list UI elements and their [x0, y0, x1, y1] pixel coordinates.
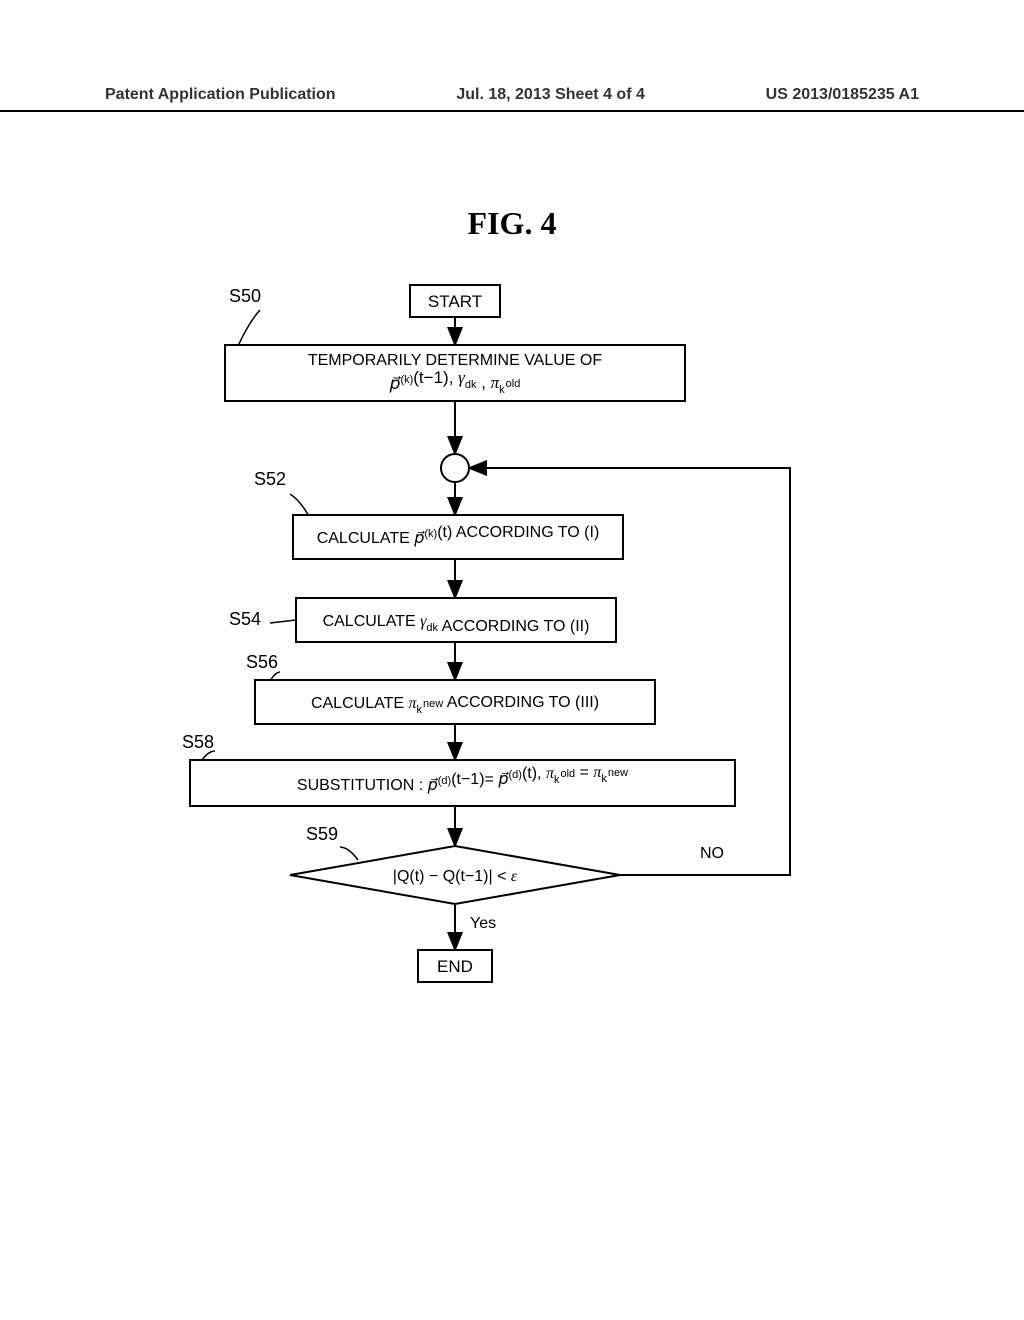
svg-text:S50: S50 — [229, 286, 261, 306]
svg-text:S58: S58 — [182, 732, 214, 752]
figure-title: FIG. 4 — [0, 205, 1024, 242]
svg-text:|Q(t) − Q(t−1)| < ε: |Q(t) − Q(t−1)| < ε — [393, 868, 518, 885]
patent-page: Patent Application Publication Jul. 18, … — [0, 0, 1024, 1320]
header-left: Patent Application Publication — [105, 86, 336, 104]
flowchart-svg: Yes NO START TEMPORARILY DETERMINE VALUE OF… — [0, 280, 1024, 1020]
svg-text:END: END — [437, 957, 473, 976]
svg-text:TEMPORARILY DETERMINE VALUE OF: TEMPORARILY DETERMINE VALUE OF — [308, 352, 603, 369]
svg-text:START: START — [428, 292, 482, 311]
svg-text:Yes: Yes — [470, 915, 496, 932]
svg-text:NO: NO — [700, 845, 724, 862]
svg-text:S52: S52 — [254, 469, 286, 489]
svg-text:S59: S59 — [306, 824, 338, 844]
header-center: Jul. 18, 2013 Sheet 4 of 4 — [456, 86, 645, 104]
flowchart-diagram: Yes NO START TEMPORARILY DETERMINE VALUE OF… — [0, 280, 1024, 1020]
svg-text:S56: S56 — [246, 652, 278, 672]
header-right: US 2013/0185235 A1 — [766, 86, 919, 104]
svg-text:S54: S54 — [229, 609, 261, 629]
page-header: Patent Application Publication Jul. 18, … — [0, 86, 1024, 112]
